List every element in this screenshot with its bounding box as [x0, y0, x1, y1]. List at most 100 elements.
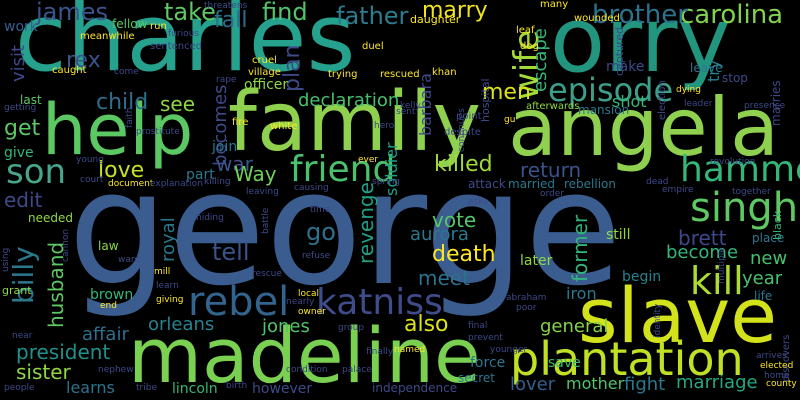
- word: dead: [646, 177, 669, 187]
- word: group: [338, 323, 365, 333]
- word: war: [216, 152, 253, 176]
- word: many: [540, 0, 569, 10]
- word: prevent: [468, 333, 503, 343]
- word: general: [540, 316, 609, 337]
- word: home: [764, 371, 790, 381]
- word: hammer: [680, 149, 800, 190]
- word: go: [306, 218, 336, 246]
- word: final: [468, 321, 488, 331]
- word: time: [310, 205, 331, 215]
- word: killing: [204, 177, 231, 187]
- word: child: [96, 90, 149, 115]
- word: fight: [624, 374, 666, 395]
- word: fall: [214, 8, 248, 33]
- word: younger: [490, 345, 528, 355]
- word: leave: [690, 61, 723, 75]
- word: marriage: [676, 372, 758, 393]
- word: arrives: [756, 351, 787, 361]
- word: mill: [154, 267, 171, 277]
- word: begin: [622, 269, 662, 285]
- word: brett: [678, 226, 727, 250]
- word: life: [754, 289, 773, 303]
- word: people: [4, 383, 35, 393]
- word: using: [1, 247, 11, 272]
- word: save: [548, 355, 581, 371]
- word: sentenced: [150, 41, 203, 52]
- word: rescue: [252, 269, 282, 279]
- word: nephew: [98, 365, 134, 375]
- word: run: [150, 21, 167, 32]
- word: owner: [298, 307, 326, 317]
- word: palace: [342, 365, 372, 375]
- word: love: [98, 158, 145, 183]
- word: gu: [504, 115, 516, 125]
- word: captured: [613, 26, 626, 76]
- word: get: [4, 116, 41, 141]
- word: married: [508, 177, 556, 191]
- word: point: [456, 111, 482, 122]
- word: friend: [290, 149, 396, 190]
- word: khan: [432, 67, 457, 78]
- word: see: [160, 92, 196, 116]
- word: mansion: [578, 103, 630, 117]
- word: faith: [125, 107, 135, 128]
- word: hiding: [196, 213, 224, 223]
- word: explanation: [150, 179, 203, 189]
- word: abraham: [506, 293, 547, 303]
- word: empire: [662, 185, 694, 195]
- word: rescued: [380, 69, 420, 80]
- word: last: [20, 93, 42, 107]
- word: end: [100, 301, 117, 311]
- word: also: [404, 312, 449, 337]
- word: election: [657, 80, 668, 120]
- word: daughter: [410, 13, 461, 26]
- word: place: [752, 231, 785, 245]
- word: kill: [690, 259, 744, 303]
- word: duel: [362, 41, 384, 52]
- word: kelly: [400, 101, 421, 111]
- word: village: [248, 67, 281, 78]
- word: multiple: [717, 247, 727, 284]
- word: afterwards: [526, 101, 580, 112]
- word: killed: [434, 152, 493, 177]
- word: singh: [690, 185, 799, 231]
- word: later: [520, 253, 553, 269]
- word: trying: [328, 69, 358, 80]
- word: become: [666, 242, 739, 263]
- word: rebel: [188, 279, 290, 325]
- word: independence: [372, 381, 458, 395]
- word: black: [771, 210, 784, 240]
- word: threatens: [204, 1, 248, 11]
- word: refuse: [302, 251, 331, 261]
- word: year: [742, 268, 783, 289]
- word: finally: [366, 347, 394, 357]
- word: Way: [234, 162, 277, 186]
- word: named: [394, 345, 426, 355]
- word: orleans: [148, 314, 215, 335]
- word: carolina: [680, 0, 784, 30]
- word: brother: [592, 0, 688, 30]
- word: lover: [510, 374, 556, 395]
- word: battle: [261, 207, 271, 234]
- word: brown: [90, 287, 134, 303]
- word: leader: [684, 99, 713, 109]
- word: cannon: [61, 228, 71, 262]
- word: leaf: [516, 25, 535, 36]
- word: help: [42, 89, 194, 171]
- word: spring: [372, 177, 401, 187]
- word: grant: [2, 284, 32, 297]
- word: near: [12, 331, 33, 341]
- word: however: [252, 381, 313, 397]
- word: continues: [457, 108, 467, 152]
- word: stop: [722, 71, 748, 85]
- word: learn: [156, 281, 179, 291]
- word: force: [470, 355, 506, 371]
- word: local: [298, 289, 319, 299]
- word: join: [212, 139, 238, 155]
- word: document: [108, 179, 154, 189]
- word: asks: [468, 197, 489, 207]
- word: affair: [82, 324, 129, 345]
- word: despite: [444, 127, 481, 138]
- word: visit: [8, 44, 29, 82]
- word: county: [766, 379, 797, 389]
